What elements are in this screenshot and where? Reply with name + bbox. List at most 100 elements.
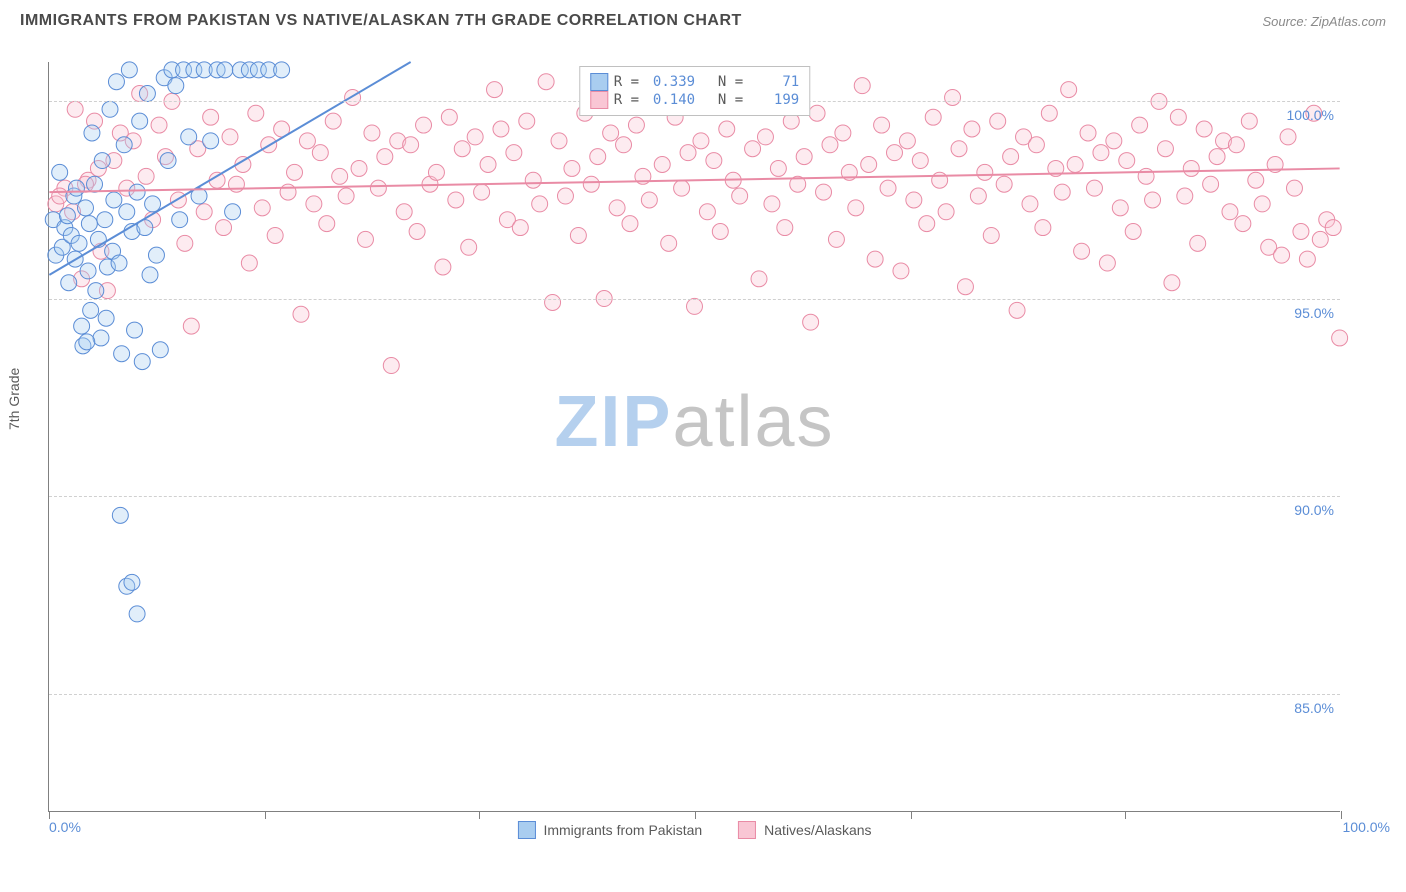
- scatter-point: [925, 109, 941, 125]
- scatter-point: [570, 227, 586, 243]
- scatter-point: [52, 164, 68, 180]
- scatter-point: [957, 279, 973, 295]
- scatter-point: [848, 200, 864, 216]
- correlation-legend-row: R =0.339 N =71: [590, 73, 799, 91]
- x-axis-tick: [1341, 811, 1342, 819]
- x-axis-tick: [1125, 811, 1126, 819]
- scatter-point: [254, 200, 270, 216]
- scatter-point: [1183, 160, 1199, 176]
- scatter-point: [84, 125, 100, 141]
- scatter-point: [680, 145, 696, 161]
- scatter-point: [112, 507, 128, 523]
- scatter-point: [745, 141, 761, 157]
- scatter-point: [98, 310, 114, 326]
- n-value: 199: [749, 92, 799, 108]
- scatter-point: [222, 129, 238, 145]
- scatter-point: [145, 196, 161, 212]
- scatter-point: [129, 606, 145, 622]
- scatter-point: [641, 192, 657, 208]
- scatter-svg: [49, 62, 1340, 811]
- scatter-point: [332, 168, 348, 184]
- scatter-point: [616, 137, 632, 153]
- scatter-point: [448, 192, 464, 208]
- legend-swatch-icon: [517, 821, 535, 839]
- scatter-point: [654, 157, 670, 173]
- scatter-point: [1035, 220, 1051, 236]
- scatter-point: [148, 247, 164, 263]
- scatter-point: [1241, 113, 1257, 129]
- scatter-point: [409, 224, 425, 240]
- scatter-point: [132, 113, 148, 129]
- scatter-point: [699, 204, 715, 220]
- scatter-point: [160, 153, 176, 169]
- scatter-point: [280, 184, 296, 200]
- scatter-point: [102, 101, 118, 117]
- scatter-point: [880, 180, 896, 196]
- scatter-point: [1170, 109, 1186, 125]
- correlation-legend: R =0.339 N =71R =0.140 N =199: [579, 66, 810, 116]
- scatter-point: [828, 231, 844, 247]
- legend-swatch-icon: [738, 821, 756, 839]
- scatter-point: [151, 117, 167, 133]
- scatter-point: [480, 157, 496, 173]
- legend-label: Immigrants from Pakistan: [543, 822, 702, 838]
- scatter-point: [1093, 145, 1109, 161]
- scatter-point: [532, 196, 548, 212]
- scatter-point: [121, 62, 137, 78]
- scatter-point: [306, 196, 322, 212]
- scatter-point: [609, 200, 625, 216]
- scatter-point: [454, 141, 470, 157]
- scatter-point: [590, 149, 606, 165]
- x-axis-tick: [49, 811, 50, 819]
- scatter-point: [1080, 125, 1096, 141]
- scatter-point: [441, 109, 457, 125]
- scatter-point: [1145, 192, 1161, 208]
- scatter-point: [203, 133, 219, 149]
- x-axis-max-label: 100.0%: [1343, 819, 1390, 835]
- scatter-point: [1099, 255, 1115, 271]
- scatter-point: [951, 141, 967, 157]
- scatter-point: [719, 121, 735, 137]
- scatter-point: [1293, 224, 1309, 240]
- scatter-point: [874, 117, 890, 133]
- scatter-point: [319, 216, 335, 232]
- scatter-point: [964, 121, 980, 137]
- scatter-point: [564, 160, 580, 176]
- legend-swatch-icon: [590, 73, 608, 91]
- scatter-point: [557, 188, 573, 204]
- series-group: [48, 74, 1348, 374]
- scatter-point: [938, 204, 954, 220]
- scatter-point: [777, 220, 793, 236]
- gridline-horizontal: [49, 694, 1340, 695]
- scatter-point: [1112, 200, 1128, 216]
- scatter-point: [152, 342, 168, 358]
- y-axis-tick-label: 100.0%: [1287, 107, 1334, 123]
- scatter-point: [77, 200, 93, 216]
- scatter-point: [183, 318, 199, 334]
- scatter-point: [1248, 172, 1264, 188]
- chart-plot-area: ZIPatlas 85.0%90.0%95.0%100.0% 0.0% 100.…: [48, 62, 1340, 812]
- gridline-horizontal: [49, 496, 1340, 497]
- scatter-point: [138, 168, 154, 184]
- scatter-point: [977, 164, 993, 180]
- scatter-point: [267, 227, 283, 243]
- x-axis-tick: [479, 811, 480, 819]
- scatter-point: [61, 275, 77, 291]
- scatter-point: [177, 235, 193, 251]
- scatter-point: [87, 176, 103, 192]
- scatter-point: [181, 129, 197, 145]
- y-axis-tick-label: 95.0%: [1294, 305, 1334, 321]
- scatter-point: [217, 62, 233, 78]
- scatter-point: [241, 255, 257, 271]
- scatter-point: [338, 188, 354, 204]
- correlation-legend-row: R =0.140 N =199: [590, 91, 799, 109]
- scatter-point: [1125, 224, 1141, 240]
- scatter-point: [134, 354, 150, 370]
- scatter-point: [912, 153, 928, 169]
- scatter-point: [1286, 180, 1302, 196]
- scatter-point: [228, 176, 244, 192]
- scatter-point: [71, 235, 87, 251]
- scatter-point: [887, 145, 903, 161]
- scatter-point: [990, 113, 1006, 129]
- scatter-point: [1086, 180, 1102, 196]
